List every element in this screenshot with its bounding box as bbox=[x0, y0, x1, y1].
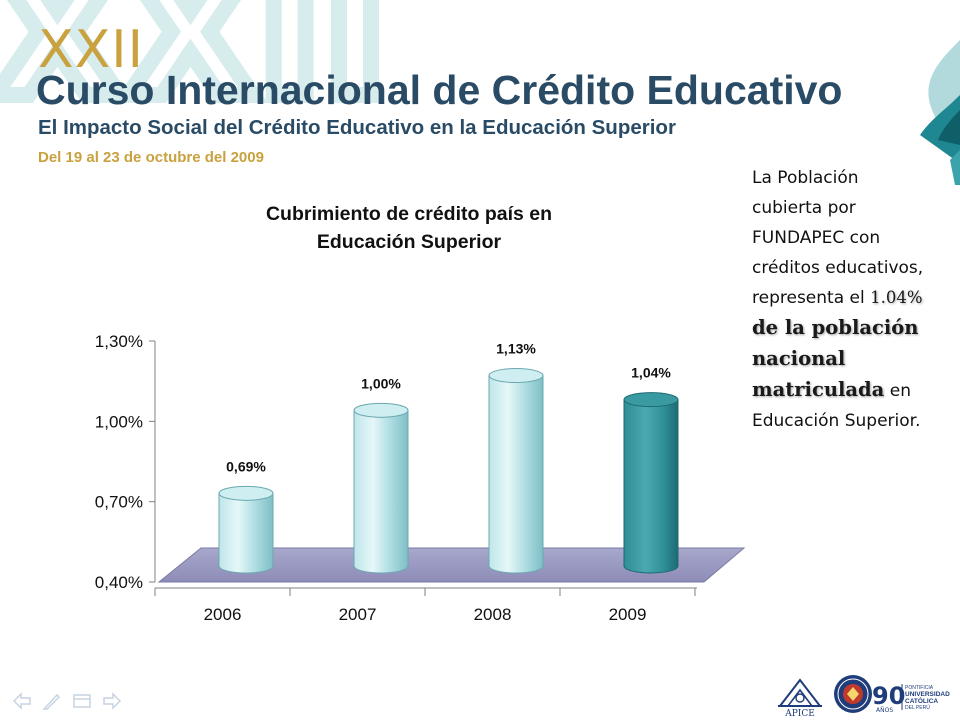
note-highlight-number: 1.04% bbox=[870, 288, 923, 307]
note-outro: en Educación Superior. bbox=[752, 381, 921, 431]
y-tick-label: 0,70% bbox=[95, 493, 143, 512]
y-tick-label: 1,00% bbox=[95, 412, 143, 431]
y-axis: 0,40% 0,70% 1,00% 1,30% bbox=[95, 332, 156, 592]
x-tick-label: 2007 bbox=[339, 605, 377, 624]
arrow-left-icon[interactable] bbox=[12, 692, 32, 710]
ninety-years-label: AÑOS bbox=[876, 707, 893, 714]
bar-body bbox=[488, 375, 544, 574]
bar-2008 bbox=[488, 368, 544, 574]
chart-title-line-1: Cubrimiento de crédito país en bbox=[266, 203, 552, 225]
bar-2009 bbox=[623, 392, 679, 574]
arrow-right-icon[interactable] bbox=[102, 692, 122, 710]
x-tick-label: 2008 bbox=[474, 605, 512, 624]
note-intro: La Población cubierta por FUNDAPEC con c… bbox=[752, 168, 924, 308]
y-tick-label: 1,30% bbox=[95, 332, 143, 351]
pucp-line-4: DEL PERÚ bbox=[905, 704, 930, 711]
background-numeral: XXII bbox=[0, 0, 395, 136]
bar-body bbox=[218, 492, 274, 574]
data-labels: 0,69% 1,00% 1,13% 1,04% bbox=[226, 341, 671, 475]
pucp-seal-logo bbox=[834, 675, 872, 713]
bar-body bbox=[353, 409, 409, 574]
x-tick-label: 2006 bbox=[204, 605, 242, 624]
bar-top bbox=[488, 368, 544, 384]
apice-logo-text: APICE bbox=[784, 709, 815, 718]
slideshow-nav bbox=[12, 690, 122, 712]
note-highlight-text: de la población nacional matriculada bbox=[752, 316, 919, 401]
x-axis: 2006 2007 2008 2009 bbox=[154, 587, 697, 624]
bar-2006 bbox=[218, 485, 274, 574]
bars bbox=[218, 368, 679, 574]
apice-logo: APICE bbox=[777, 678, 823, 718]
pen-icon[interactable] bbox=[42, 692, 62, 710]
data-label-2008: 1,13% bbox=[496, 341, 536, 357]
course-numeral: XXII bbox=[38, 20, 144, 80]
course-title: Curso Internacional de Crédito Educativo bbox=[36, 67, 843, 113]
pucp-line-2: UNIVERSIDAD bbox=[905, 691, 950, 698]
floor-plane bbox=[157, 547, 746, 583]
pucp-line-3: CATÓLICA bbox=[905, 696, 938, 705]
course-subtitle: El Impacto Social del Crédito Educativo … bbox=[38, 116, 676, 139]
y-tick-label: 0,40% bbox=[95, 573, 143, 592]
chart-floor bbox=[157, 547, 746, 583]
data-label-2006: 0,69% bbox=[226, 458, 266, 474]
bar-top bbox=[353, 402, 409, 418]
decorative-ribbon bbox=[920, 40, 960, 185]
course-dates: Del 19 al 23 de octubre del 2009 bbox=[38, 149, 264, 166]
data-label-2007: 1,00% bbox=[361, 375, 401, 391]
bar-body bbox=[623, 399, 679, 574]
bar-top bbox=[218, 485, 274, 501]
bar-top bbox=[623, 392, 679, 408]
slides-icon[interactable] bbox=[72, 692, 92, 710]
pucp-90-years-logo: 90 AÑOS PONTIFICIA UNIVERSIDAD CATÓLICA … bbox=[872, 680, 956, 719]
x-tick-label: 2009 bbox=[609, 605, 647, 624]
bar-2007 bbox=[353, 402, 409, 574]
pucp-line-1: PONTIFICIA bbox=[905, 685, 934, 691]
chart-title-line-2: Educación Superior bbox=[317, 231, 502, 253]
ninety-years-number: 90 bbox=[872, 682, 905, 710]
data-label-2009: 1,04% bbox=[631, 365, 671, 381]
population-note: La Población cubierta por FUNDAPEC con c… bbox=[752, 163, 932, 436]
